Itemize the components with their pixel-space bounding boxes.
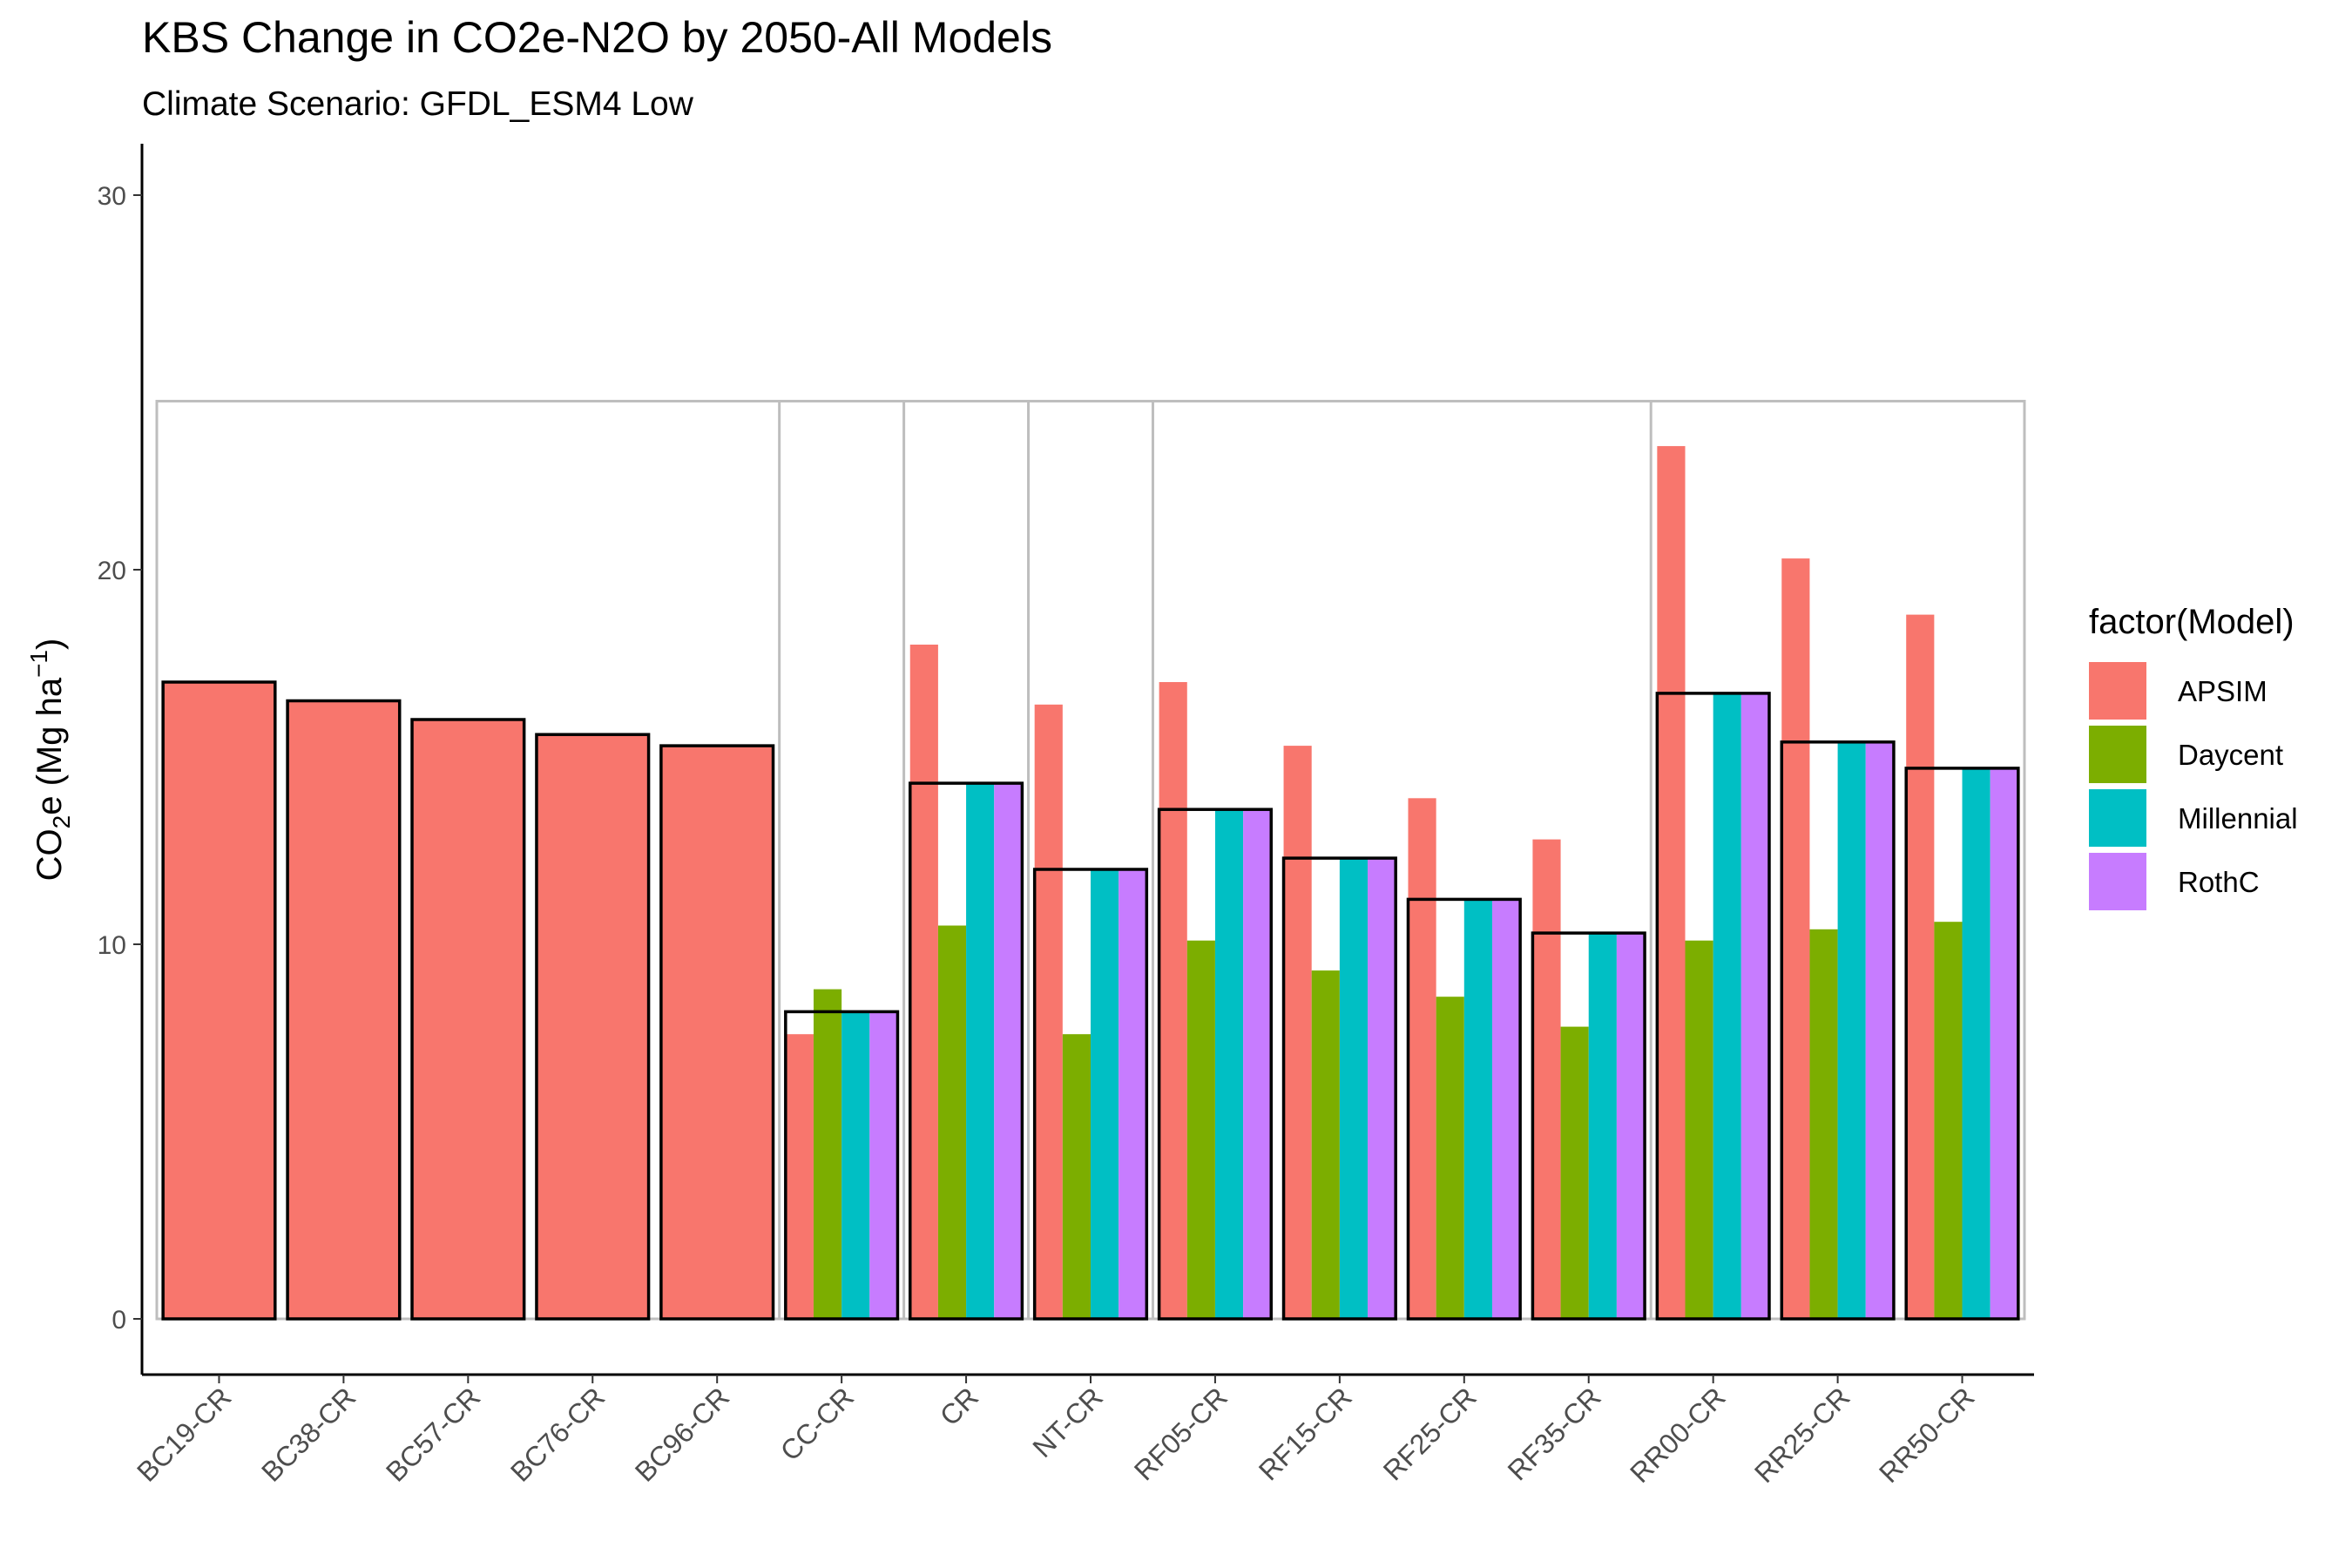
legend: factor(Model) APSIM Daycent Millennial Roth… <box>2089 603 2298 910</box>
x-tick-label-nt-cr: NT-CR <box>1026 1381 1109 1463</box>
legend-label-apsim: APSIM <box>2178 675 2268 707</box>
mean-outline-rf35-cr <box>1531 931 1646 1321</box>
bar-rf15-cr-rothc <box>1368 858 1396 1319</box>
mean-outline-rf25-cr <box>1406 897 1522 1321</box>
bar-cr-daycent <box>937 925 967 1319</box>
mean-outline-rr00-cr <box>1655 692 1771 1321</box>
bar-bc19-cr-apsim <box>163 682 275 1319</box>
bar-rr25-cr-daycent <box>1809 929 1838 1319</box>
bar-rf15-cr-apsim <box>1283 746 1312 1319</box>
bar-cc-cr-apsim <box>785 1034 814 1319</box>
mean-outline-rf05-cr <box>1157 808 1274 1321</box>
x-tick-label-rf25-cr: RF25-CR <box>1377 1381 1483 1486</box>
y-tick-label-30: 30 <box>98 182 126 211</box>
bar-bc76-cr-apsim <box>536 734 649 1319</box>
legend-label-rothc: RothC <box>2178 866 2260 898</box>
bar-rr25-cr-millennial <box>1837 741 1866 1319</box>
mean-outline-rf15-cr <box>1281 856 1397 1321</box>
x-tick-label-cr: CR <box>934 1381 984 1431</box>
x-tick-label-rr00-cr: RR00-CR <box>1624 1381 1732 1489</box>
bar-rf15-cr-millennial <box>1339 858 1369 1319</box>
x-tick-label-cc-cr: CC-CR <box>774 1381 860 1466</box>
bar-rf05-cr-rothc <box>1243 809 1272 1319</box>
y-tick-label-0: 0 <box>112 1306 126 1335</box>
bar-cc-cr-millennial <box>841 1011 870 1319</box>
x-tick-label-rf05-cr: RF05-CR <box>1128 1381 1233 1486</box>
mean-outline-rr50-cr <box>1904 767 2020 1321</box>
x-tick-label-bc19-cr: BC19-CR <box>131 1381 237 1487</box>
x-tick-label-bc96-cr: BC96-CR <box>629 1381 735 1487</box>
bar-rf35-cr-daycent <box>1560 1026 1589 1319</box>
x-tick-label-rr25-cr: RR25-CR <box>1748 1381 1856 1489</box>
bar-rf35-cr-apsim <box>1532 839 1561 1319</box>
bar-cc-cr-daycent <box>813 989 842 1319</box>
y-tick-label-20: 20 <box>98 557 126 585</box>
mean-outline-bc96-cr <box>659 744 775 1321</box>
x-tick-label-rr50-cr: RR50-CR <box>1873 1381 1981 1489</box>
mean-outlines <box>161 680 2020 1321</box>
mean-outline-bc76-cr <box>535 733 651 1321</box>
x-tick-label-bc57-cr: BC57-CR <box>380 1381 486 1487</box>
bar-rr00-cr-apsim <box>1657 446 1686 1319</box>
mean-outline-nt-cr <box>1032 868 1149 1321</box>
bar-rf25-cr-millennial <box>1463 899 1492 1319</box>
bar-rr25-cr-apsim <box>1781 558 1810 1319</box>
bar-rf35-cr-rothc <box>1616 933 1646 1319</box>
chart-subtitle: Climate Scenario: GFDL_ESM4 Low <box>142 85 694 123</box>
bar-rr00-cr-rothc <box>1740 693 1769 1319</box>
x-tick-label-rf15-cr: RF15-CR <box>1253 1381 1358 1486</box>
legend-title: factor(Model) <box>2089 603 2295 641</box>
legend-swatch-millennial <box>2089 789 2146 847</box>
bar-rr50-cr-apsim <box>1906 614 1935 1319</box>
bar-rf05-cr-millennial <box>1214 809 1244 1319</box>
mean-outline-cr <box>908 781 1024 1321</box>
bar-rr50-cr-millennial <box>1962 767 1990 1319</box>
bar-rr25-cr-rothc <box>1865 741 1894 1319</box>
bar-rf15-cr-daycent <box>1311 970 1340 1319</box>
mean-outline-rr25-cr <box>1780 740 1896 1321</box>
bar-rr50-cr-daycent <box>1934 922 1963 1319</box>
mean-outline-cc-cr <box>784 1010 900 1321</box>
bar-cr-apsim <box>909 645 938 1319</box>
legend-swatch-rothc <box>2089 853 2146 910</box>
bar-cc-cr-rothc <box>869 1011 898 1319</box>
bar-rr50-cr-rothc <box>1990 767 2018 1319</box>
bar-rf05-cr-daycent <box>1186 940 1215 1319</box>
bar-cr-rothc <box>994 783 1023 1319</box>
bar-rr00-cr-daycent <box>1685 940 1713 1319</box>
mean-outline-bc38-cr <box>286 699 402 1321</box>
bar-rf25-cr-rothc <box>1491 899 1521 1319</box>
bar-rf35-cr-millennial <box>1588 933 1617 1319</box>
legend-label-millennial: Millennial <box>2178 802 2298 835</box>
bar-rf25-cr-apsim <box>1408 798 1436 1319</box>
bar-nt-cr-rothc <box>1119 869 1147 1319</box>
x-tick-label-bc38-cr: BC38-CR <box>255 1381 362 1487</box>
y-ticks: 0 10 20 30 <box>98 182 142 1335</box>
legend-swatch-apsim <box>2089 662 2146 720</box>
chart-title: KBS Change in CO2e-N2O by 2050-All Model… <box>142 13 1052 62</box>
bar-cr-millennial <box>966 783 995 1319</box>
bar-rr00-cr-millennial <box>1713 693 1741 1319</box>
legend-swatch-daycent <box>2089 726 2146 783</box>
bar-nt-cr-apsim <box>1034 704 1063 1319</box>
bar-rf05-cr-apsim <box>1159 682 1187 1319</box>
bar-bc96-cr-apsim <box>660 746 774 1319</box>
bar-bc38-cr-apsim <box>287 700 400 1319</box>
y-tick-label-10: 10 <box>98 931 126 960</box>
bar-nt-cr-millennial <box>1091 869 1119 1319</box>
y-axis-label: CO2e (Mg ha−1) <box>25 639 75 882</box>
x-ticks: BC19-CR BC38-CR BC57-CR BC76-CR BC96-CR CC-CR… <box>131 1375 1980 1489</box>
axes <box>140 144 2034 1376</box>
bar-nt-cr-daycent <box>1062 1034 1091 1319</box>
bar-bc57-cr-apsim <box>412 720 524 1319</box>
mean-outline-bc19-cr <box>161 680 277 1321</box>
mean-outline-bc57-cr <box>410 718 526 1321</box>
legend-label-daycent: Daycent <box>2178 739 2283 771</box>
x-tick-label-rf35-cr: RF35-CR <box>1502 1381 1607 1486</box>
bar-rf25-cr-daycent <box>1436 997 1464 1319</box>
x-tick-label-bc76-cr: BC76-CR <box>504 1381 611 1487</box>
bars <box>163 446 2018 1319</box>
